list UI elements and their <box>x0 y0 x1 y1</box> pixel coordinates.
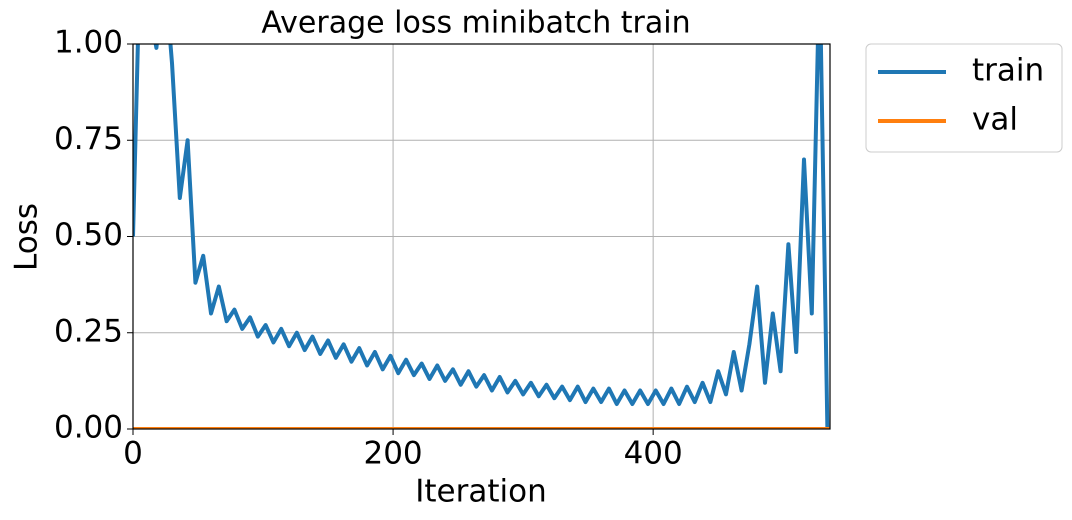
y-axis-label: Loss <box>9 203 45 271</box>
chart-title: Average loss minibatch train <box>261 6 690 41</box>
x-tick-label: 0 <box>123 436 143 472</box>
x-tick-label: 400 <box>624 436 683 472</box>
axes: 0.00 0.25 0.50 0.75 1.00 0 200 400 <box>54 25 683 472</box>
legend-label: train <box>972 53 1044 89</box>
x-axis-label: Iteration <box>415 474 547 510</box>
legend: train val <box>878 53 1044 138</box>
y-tick-label: 0.25 <box>54 313 123 349</box>
x-tick-label: 200 <box>363 436 422 472</box>
y-tick-label: 0.50 <box>54 217 123 253</box>
series-line <box>133 44 830 429</box>
y-tick-label: 1.00 <box>54 25 123 61</box>
y-tick-label: 0.00 <box>54 410 123 446</box>
plot-area <box>133 44 830 429</box>
legend-label: val <box>972 102 1018 138</box>
grid <box>132 43 830 430</box>
y-tick-label: 0.75 <box>54 121 123 157</box>
